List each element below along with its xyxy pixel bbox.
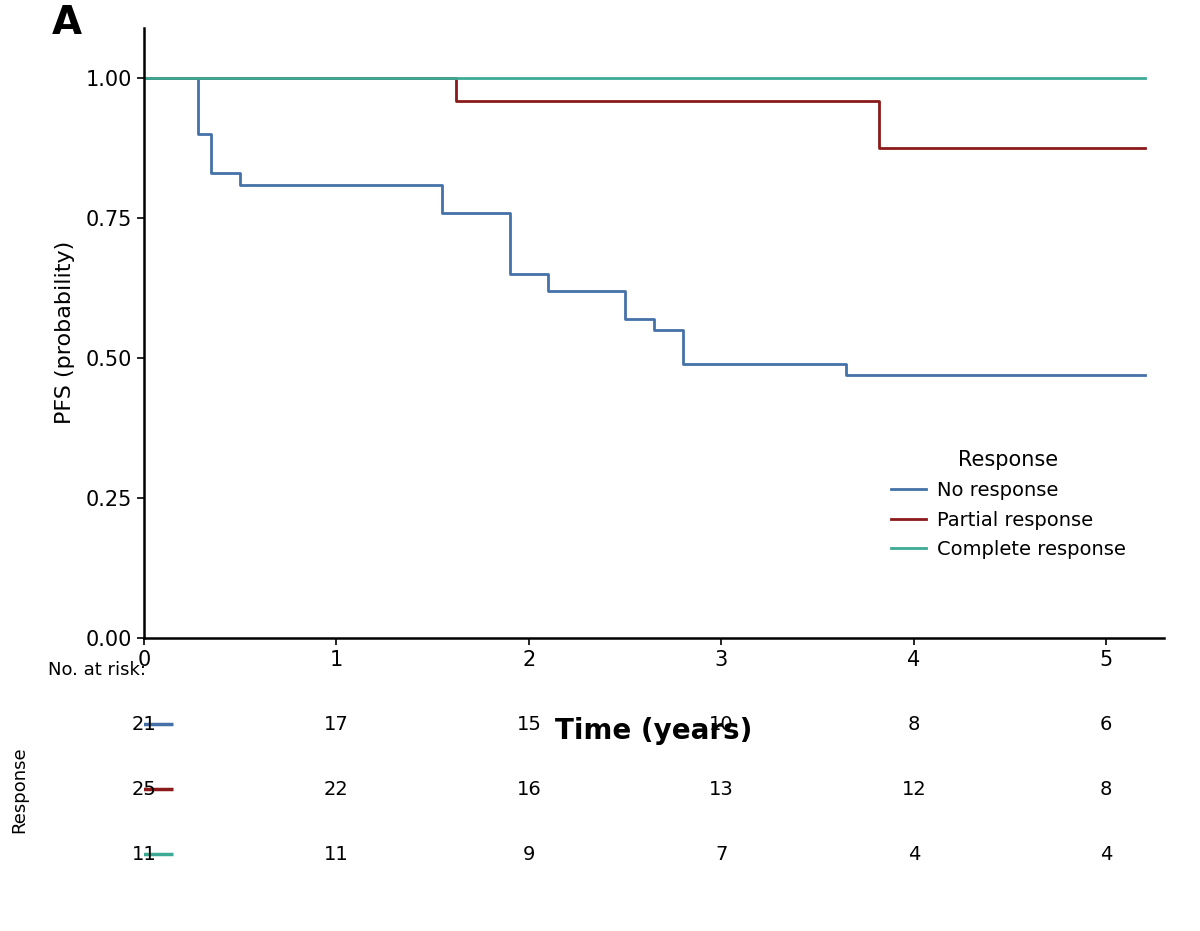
Text: 13: 13 (709, 780, 733, 799)
Legend: No response, Partial response, Complete response: No response, Partial response, Complete … (883, 442, 1134, 567)
Text: 12: 12 (901, 780, 926, 799)
Text: 6: 6 (1100, 715, 1112, 734)
Text: 22: 22 (324, 780, 349, 799)
Text: 4: 4 (1100, 844, 1112, 864)
Text: 25: 25 (132, 780, 156, 799)
Text: 11: 11 (324, 844, 349, 864)
Text: 8: 8 (907, 715, 920, 734)
Text: 4: 4 (907, 844, 920, 864)
Text: 16: 16 (516, 780, 541, 799)
Text: 11: 11 (132, 844, 156, 864)
Text: Response: Response (10, 746, 28, 832)
Text: 10: 10 (709, 715, 733, 734)
Text: 17: 17 (324, 715, 349, 734)
Text: A: A (53, 4, 83, 42)
Text: No. at risk:: No. at risk: (48, 661, 145, 679)
Text: 7: 7 (715, 844, 727, 864)
Text: Time (years): Time (years) (556, 717, 752, 745)
Y-axis label: PFS (probability): PFS (probability) (55, 241, 74, 425)
Text: 9: 9 (523, 844, 535, 864)
Text: 15: 15 (516, 715, 541, 734)
Text: 8: 8 (1100, 780, 1112, 799)
Text: 21: 21 (132, 715, 156, 734)
